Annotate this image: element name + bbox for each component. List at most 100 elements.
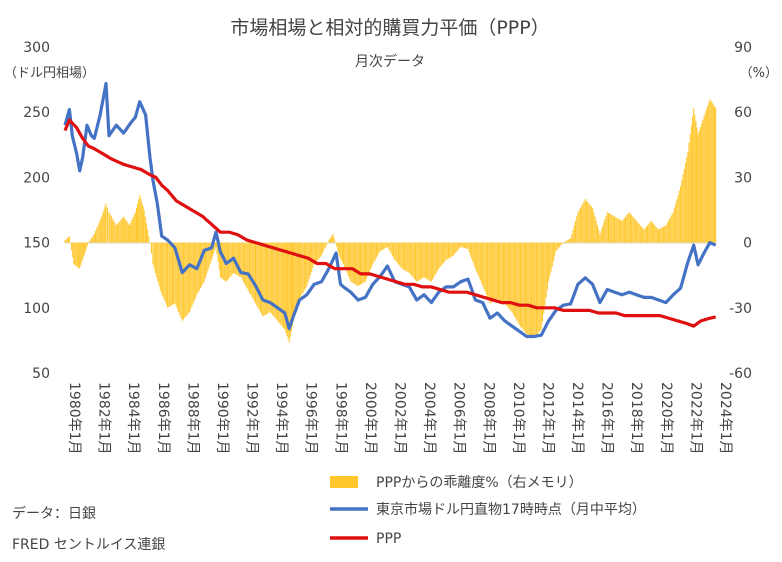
deviation-bar: [244, 242, 246, 284]
deviation-bar: [331, 235, 333, 243]
deviation-bar: [701, 123, 703, 243]
deviation-bar: [647, 225, 649, 243]
deviation-bar: [160, 242, 163, 294]
deviation-bar: [64, 240, 66, 243]
deviation-bar: [366, 242, 368, 279]
deviation-bar: [587, 202, 589, 243]
deviation-bar: [341, 242, 343, 263]
deviation-bar: [643, 229, 645, 243]
deviation-bar: [690, 125, 692, 243]
deviation-bar: [270, 242, 272, 314]
deviation-bar: [104, 206, 106, 243]
deviation-bar: [607, 212, 609, 243]
deviation-bar: [427, 242, 429, 280]
x-tick-label: 2006年1月: [451, 382, 467, 455]
deviation-bar: [709, 99, 711, 243]
deviation-bar: [379, 242, 381, 252]
deviation-bar: [539, 242, 541, 331]
deviation-bar: [590, 206, 592, 243]
deviation-bar: [432, 242, 434, 280]
deviation-bar: [202, 242, 204, 284]
deviation-bar: [623, 217, 625, 243]
deviation-bar: [468, 242, 470, 253]
deviation-bar: [520, 242, 522, 327]
deviation-bar: [499, 242, 501, 301]
deviation-bar: [489, 242, 491, 304]
deviation-bar: [261, 242, 263, 315]
right-axis-unit: （%）: [740, 66, 778, 81]
deviation-bar: [627, 213, 629, 243]
deviation-bar: [83, 242, 85, 256]
deviation-bar: [276, 242, 279, 321]
deviation-bar: [289, 242, 291, 338]
deviation-bar: [467, 242, 469, 250]
deviation-bar: [185, 242, 187, 317]
deviation-bar: [450, 242, 452, 258]
deviation-bar: [143, 210, 145, 243]
deviation-bar: [215, 242, 217, 247]
deviation-bar: [570, 238, 572, 243]
deviation-bar: [209, 242, 211, 264]
deviation-bar: [132, 217, 134, 243]
deviation-bar: [217, 242, 219, 263]
x-tick-label: 2012年1月: [540, 382, 556, 455]
deviation-bar: [255, 242, 257, 304]
deviation-bar: [493, 242, 495, 302]
deviation-bar: [377, 242, 379, 256]
deviation-bar: [397, 242, 399, 265]
deviation-bar: [312, 242, 314, 268]
deviation-bar: [211, 242, 213, 260]
deviation-bar: [567, 239, 569, 243]
deviation-bar: [665, 225, 667, 243]
deviation-bar: [267, 242, 269, 314]
deviation-bar: [390, 242, 392, 254]
deviation-bar: [622, 219, 624, 243]
deviation-bar: [625, 216, 627, 243]
deviation-bar: [710, 100, 712, 243]
deviation-bar: [606, 212, 608, 243]
deviation-bar: [241, 242, 243, 280]
deviation-bar: [221, 242, 223, 279]
deviation-bar: [509, 242, 511, 310]
deviation-bar: [124, 218, 126, 243]
deviation-bar: [654, 225, 656, 243]
deviation-bar: [697, 133, 699, 243]
deviation-bar: [90, 239, 92, 243]
deviation-bar: [551, 242, 553, 267]
deviation-bar: [588, 203, 590, 243]
deviation-bar: [531, 242, 533, 337]
deviation-bar: [594, 216, 596, 243]
deviation-bar: [240, 242, 242, 278]
deviation-bar: [259, 242, 261, 313]
left-tick-label: 150: [23, 236, 50, 252]
deviation-bar: [265, 242, 268, 315]
deviation-bar: [511, 242, 513, 313]
x-axis-ticks: 1980年1月 1982年1月 1984年1月 1986年1月 1988年1月 1990年…: [66, 382, 733, 455]
deviation-bar: [550, 242, 552, 272]
deviation-bar: [214, 242, 216, 251]
deviation-bars: [64, 99, 717, 343]
deviation-bar: [396, 242, 398, 263]
deviation-bar: [631, 215, 633, 243]
deviation-bar: [149, 242, 151, 244]
deviation-bar: [148, 236, 150, 243]
deviation-bar: [528, 242, 530, 336]
deviation-bar: [258, 242, 260, 310]
deviation-bar: [421, 242, 423, 279]
deviation-bar: [327, 242, 329, 244]
deviation-bar: [573, 225, 575, 243]
deviation-bar: [598, 229, 600, 243]
deviation-bar: [500, 242, 502, 302]
deviation-bar: [389, 242, 391, 252]
left-axis-unit: （ドル円相場）: [4, 66, 95, 81]
deviation-bar: [288, 242, 290, 343]
deviation-bar: [190, 242, 192, 310]
deviation-bar: [714, 106, 716, 243]
x-tick-label: 1996年1月: [303, 382, 319, 455]
deviation-bar: [120, 219, 122, 243]
deviation-bar: [302, 242, 304, 293]
deviation-bar: [640, 226, 642, 243]
deviation-bar: [474, 242, 476, 269]
deviation-bar: [189, 242, 191, 313]
deviation-bar: [473, 242, 475, 266]
